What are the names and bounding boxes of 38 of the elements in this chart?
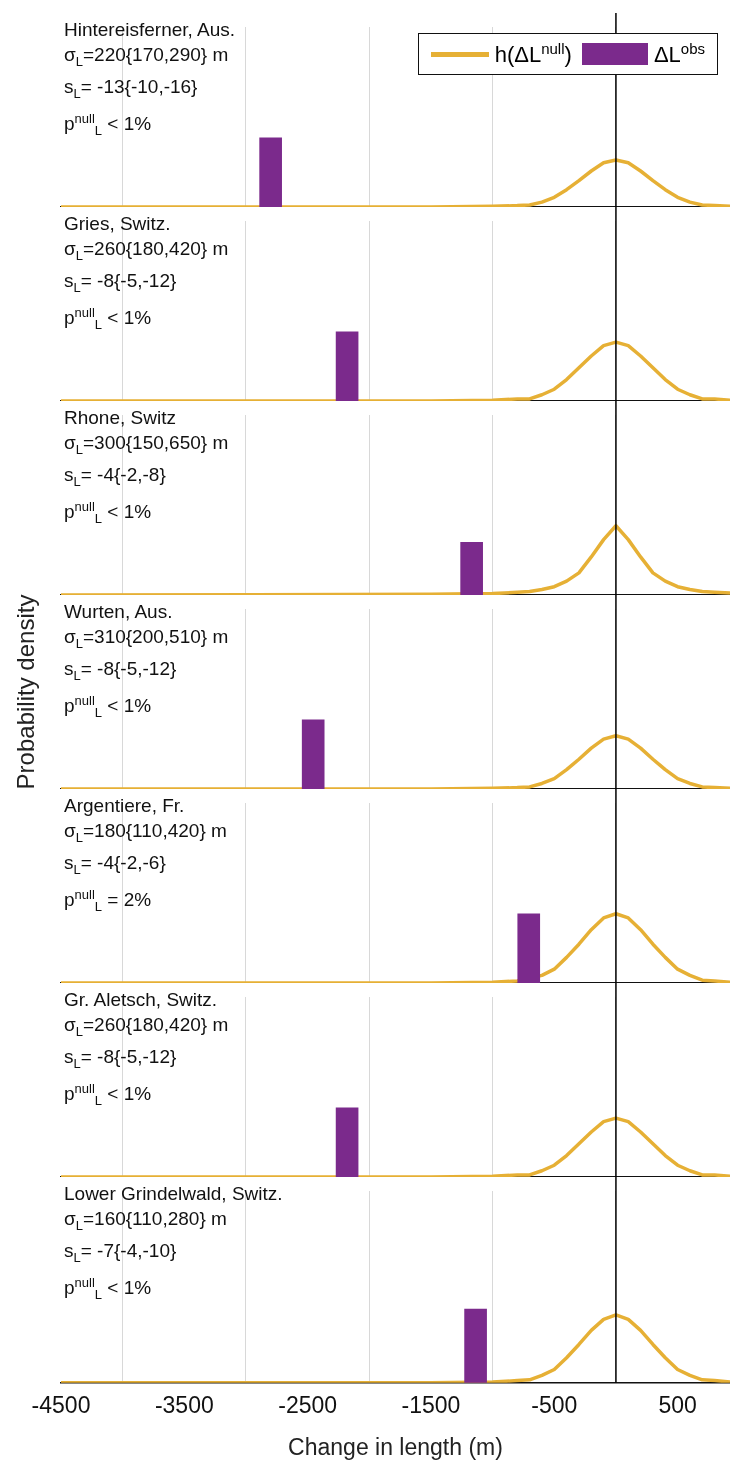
text: s$_{L}$= -8{-5,-12}: [64, 268, 178, 297]
text: p$^{null}$$_{L}$ = 2%: [64, 885, 153, 916]
text: s$_{L}$= -8{-5,-12}: [64, 656, 178, 685]
text: σ$_{L}$=260{180,420} m: [64, 1013, 229, 1041]
text: p$^{null}$$_{L}$ < 1%: [64, 109, 153, 140]
text: p$^{null}$$_{L}$ < 1%: [64, 497, 153, 528]
chart-title: Wurten, Aus.: [64, 600, 174, 624]
x-tick-label: 500: [658, 1391, 697, 1418]
chart-title: Gries, Switz.: [64, 212, 172, 236]
chart-title: Rhone, Switz: [64, 406, 177, 430]
text: p$^{null}$$_{L}$ < 1%: [64, 303, 153, 334]
y-axis-title: Probability density: [12, 594, 40, 790]
x-tick-label: -1500: [401, 1391, 461, 1418]
chart-title: Gr. Aletsch, Switz.: [64, 988, 219, 1012]
legend-label: h(ΔL$^{null}$): [494, 40, 572, 69]
text: s$_{L}$= -4{-2,-6}: [64, 850, 167, 879]
text: σ$_{L}$=160{110,280} m: [64, 1207, 228, 1235]
text: p$^{null}$$_{L}$ < 1%: [64, 1273, 153, 1304]
text: s$_{L}$= -13{-10,-16}: [64, 74, 199, 103]
x-tick-label: -2500: [278, 1391, 338, 1418]
x-tick-label: -500: [531, 1391, 578, 1418]
x-axis-title: Change in length (m): [288, 1433, 503, 1460]
text: p$^{null}$$_{L}$ < 1%: [64, 1079, 153, 1110]
chart-title: Hintereisferner, Aus.: [64, 18, 236, 42]
text: σ$_{L}$=180{110,420} m: [64, 819, 227, 847]
text: σ$_{L}$=310{200,510} m: [64, 625, 229, 653]
chart-title: Argentiere, Fr.: [64, 794, 186, 818]
text: p$^{null}$$_{L}$ < 1%: [64, 691, 153, 722]
text: σ$_{L}$=220{170,290} m: [64, 43, 230, 71]
text: s$_{L}$= -7{-4,-10}: [64, 1238, 178, 1267]
text: s$_{L}$= -4{-2,-8}: [64, 462, 167, 491]
text: σ$_{L}$=300{150,650} m: [64, 431, 229, 459]
x-tick-label: -3500: [154, 1391, 214, 1418]
x-tick-label: -4500: [31, 1391, 91, 1418]
legend-label: ΔL$^{obs}$: [653, 40, 705, 69]
text: σ$_{L}$=260{180,420} m: [64, 237, 229, 265]
text: s$_{L}$= -8{-5,-12}: [64, 1044, 178, 1073]
chart-title: Lower Grindelwald, Switz.: [64, 1182, 283, 1206]
